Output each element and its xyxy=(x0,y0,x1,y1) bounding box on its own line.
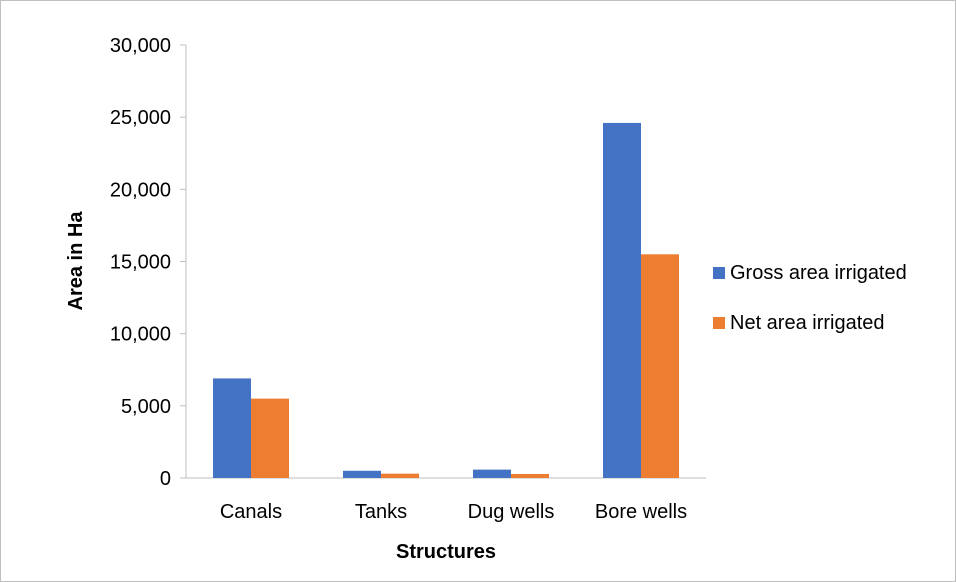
x-tick-label: Tanks xyxy=(355,501,407,523)
legend-swatch xyxy=(713,267,725,279)
bar-gross-canals xyxy=(213,378,251,478)
y-tick-label: 10,000 xyxy=(110,324,171,346)
legend: Gross area irrigated Net area irrigated xyxy=(713,262,907,334)
y-tick-label: 0 xyxy=(160,468,171,490)
legend-label: Gross area irrigated xyxy=(730,262,907,284)
y-tick-label: 20,000 xyxy=(110,179,171,201)
x-tick-label: Dug wells xyxy=(468,501,555,523)
x-tick-label: Bore wells xyxy=(595,501,687,523)
bar-gross-bore-wells xyxy=(603,122,641,478)
bar-net-dug-wells xyxy=(511,473,549,478)
y-tick-label: 15,000 xyxy=(110,252,171,274)
y-axis-ticks: 0 5,000 10,000 15,000 20,000 25,000 30,000 xyxy=(110,35,186,490)
y-tick-label: 5,000 xyxy=(121,396,171,418)
legend-swatch xyxy=(713,317,725,329)
x-axis-title: Structures xyxy=(396,541,496,563)
bar-gross-tanks xyxy=(343,470,381,478)
bar-net-bore-wells xyxy=(641,254,679,478)
y-tick-label: 30,000 xyxy=(110,35,171,57)
bar-net-tanks xyxy=(381,473,419,478)
bar-gross-dug-wells xyxy=(473,469,511,478)
bars xyxy=(213,122,679,478)
x-tick-label: Canals xyxy=(220,501,282,523)
y-tick-label: 25,000 xyxy=(110,107,171,129)
legend-label: Net area irrigated xyxy=(730,312,885,334)
y-axis-title: Area in Ha xyxy=(65,211,87,311)
bar-net-canals xyxy=(251,398,289,478)
x-axis-ticks: Canals Tanks Dug wells Bore wells xyxy=(220,501,687,523)
